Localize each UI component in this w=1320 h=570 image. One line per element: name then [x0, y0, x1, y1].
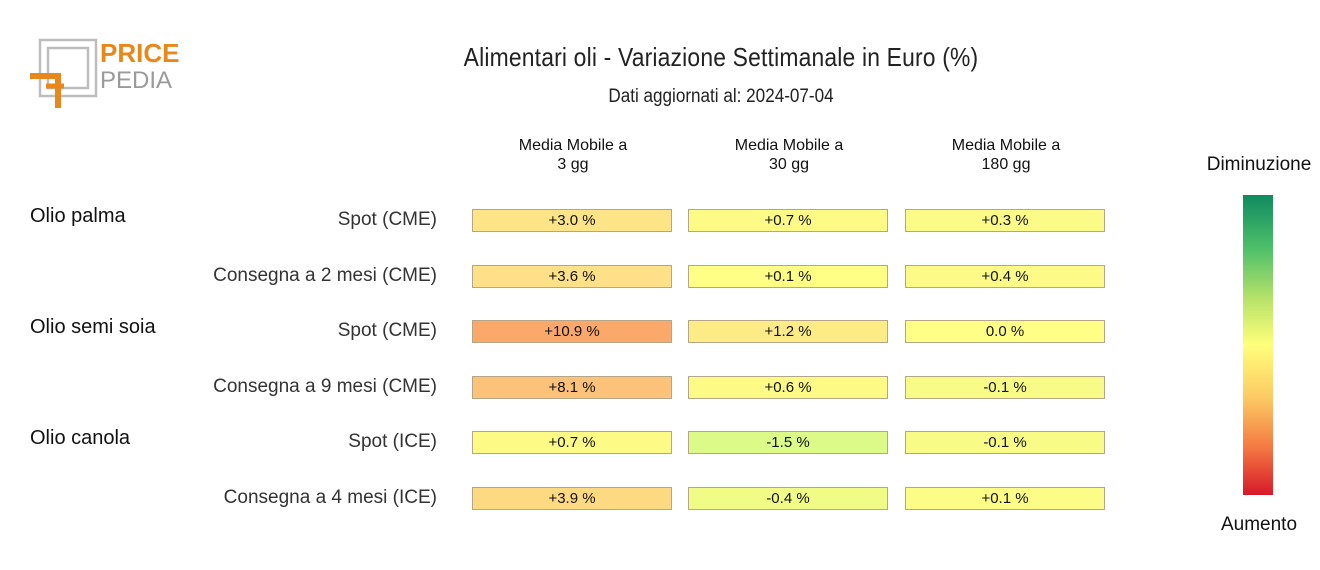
column-header-line: Media Mobile a — [518, 137, 628, 154]
chart-title: Alimentari oli - Variazione Settimanale … — [463, 42, 979, 72]
legend-bottom-label: Aumento — [1220, 514, 1298, 535]
heatmap-cell: -1.5 % — [688, 431, 888, 454]
chart-subtitle: Dati aggiornati al: 2024-07-04 — [608, 86, 834, 107]
row-label: Spot (CME) — [337, 209, 437, 230]
heatmap-cell: +0.7 % — [472, 431, 672, 454]
column-header-line: Media Mobile a — [734, 137, 844, 154]
row-label: Consegna a 4 mesi (ICE) — [223, 487, 437, 508]
logo-text-price: PRICE — [100, 38, 179, 68]
color-scale-bar — [1243, 195, 1273, 495]
heatmap-cell: +8.1 % — [472, 376, 672, 399]
heatmap-cell: -0.1 % — [905, 431, 1105, 454]
heatmap-cell: +0.3 % — [905, 209, 1105, 232]
heatmap-cell: +3.9 % — [472, 487, 672, 510]
heatmap-cell: +0.7 % — [688, 209, 888, 232]
pricepedia-logo: PRICE PEDIA — [30, 38, 179, 108]
row-label: Consegna a 2 mesi (CME) — [213, 265, 437, 286]
column-header: Media Mobile a 3 gg — [472, 136, 674, 174]
row-label: Consegna a 9 mesi (CME) — [213, 376, 437, 397]
heatmap-cell: +0.6 % — [688, 376, 888, 399]
heatmap-cell: +3.6 % — [472, 265, 672, 288]
column-header-line: Media Mobile a — [951, 137, 1061, 154]
heatmap-cell: -0.1 % — [905, 376, 1105, 399]
column-header-line: 180 gg — [981, 156, 1031, 173]
heatmap-cell: -0.4 % — [688, 487, 888, 510]
heatmap-cell: +1.2 % — [688, 320, 888, 343]
column-header: Media Mobile a 30 gg — [688, 136, 890, 174]
heatmap-cell: +3.0 % — [472, 209, 672, 232]
heatmap-cell: +0.4 % — [905, 265, 1105, 288]
group-label: Olio canola — [30, 427, 131, 449]
column-header-line: 30 gg — [768, 156, 810, 173]
legend-top-label: Diminuzione — [1206, 154, 1312, 175]
logo-text-pedia: PEDIA — [100, 67, 172, 94]
row-label: Spot (ICE) — [348, 431, 437, 452]
heatmap-cell: +0.1 % — [688, 265, 888, 288]
row-label: Spot (CME) — [337, 320, 437, 341]
column-header: Media Mobile a 180 gg — [905, 136, 1107, 174]
group-label: Olio palma — [30, 205, 126, 227]
heatmap-cell: 0.0 % — [905, 320, 1105, 343]
heatmap-cell: +10.9 % — [472, 320, 672, 343]
group-label: Olio semi soia — [30, 316, 156, 338]
column-header-line: 3 gg — [557, 156, 589, 173]
heatmap-cell: +0.1 % — [905, 487, 1105, 510]
